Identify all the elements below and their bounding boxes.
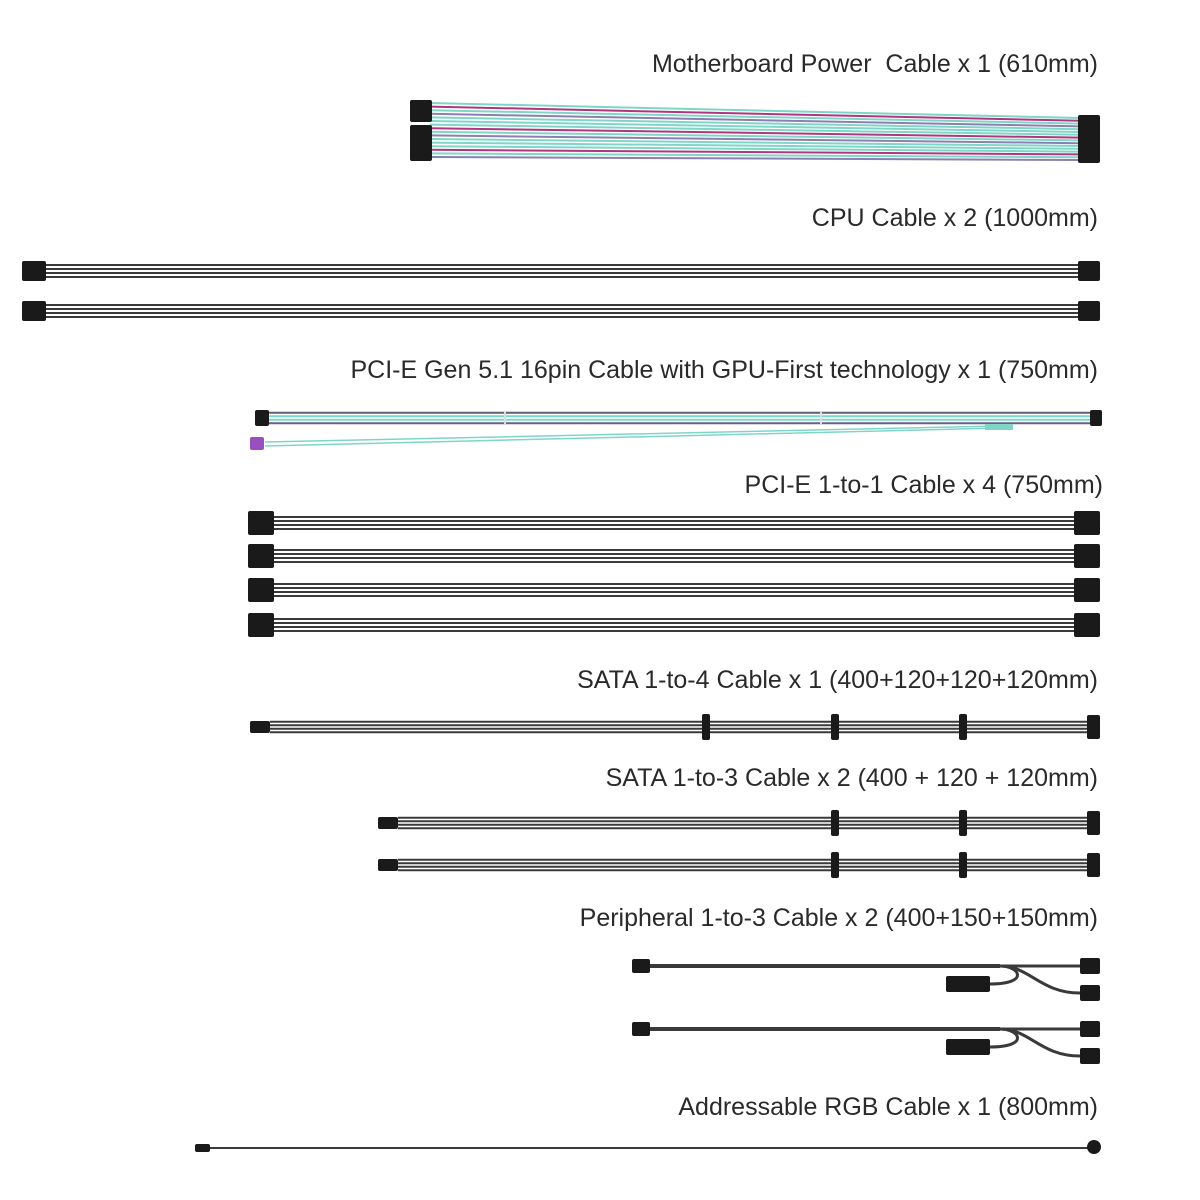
branch-wire (989, 964, 1019, 986)
sata-connector (959, 852, 967, 878)
pcie-connector-right (1074, 511, 1100, 535)
argb-cable-label: Addressable RGB Cable x 1 (800mm) (678, 1093, 1098, 1121)
cpu-connector-left (22, 301, 46, 321)
rgb-wire (429, 102, 1081, 119)
sata-connector (831, 852, 839, 878)
sense-pin-connector (250, 437, 264, 450)
rgb-wire (429, 123, 1081, 136)
rgb-wire (429, 148, 1081, 156)
pcie-gen51-connector-left (255, 410, 269, 426)
molex-connector (1080, 1048, 1100, 1064)
motherboard-connector-right (1078, 115, 1100, 163)
rgb-wire (429, 105, 1081, 122)
pcie-connector-right (1074, 544, 1100, 568)
sata-connector-end (1087, 811, 1100, 835)
sense-wire (264, 427, 1001, 447)
rgb-wire (429, 120, 1081, 133)
pcie-gen51-connector-right (1090, 410, 1102, 426)
rgb-wire (429, 156, 1081, 161)
molex-connector (946, 1039, 990, 1055)
sense-wire (264, 425, 1001, 443)
motherboard-connector-left-large (410, 125, 432, 161)
sense-wire-sleeve (985, 424, 1013, 430)
pcie-1to1-cable-label: PCI-E 1-to-1 Cable x 4 (750mm) (744, 471, 1103, 499)
rgb-wire (429, 116, 1081, 131)
pcie-gen51-cable-label: PCI-E Gen 5.1 16pin Cable with GPU-First… (350, 356, 1098, 384)
molex-connector (946, 976, 990, 992)
rgb-wire (429, 134, 1081, 145)
sata-connector (959, 810, 967, 836)
rgb-wire (429, 138, 1081, 147)
rgb-wire (429, 130, 1081, 142)
pcie-connector-left (248, 511, 274, 535)
argb-connector-left (195, 1144, 210, 1152)
pcie-connector-right (1074, 578, 1100, 602)
peripheral-connector-input (632, 959, 650, 973)
sata-connector-input (378, 859, 398, 871)
sata-connector (831, 810, 839, 836)
molex-connector (1080, 985, 1100, 1001)
peripheral-cable-label: Peripheral 1-to-3 Cable x 2 (400+150+150… (579, 904, 1098, 932)
sata-connector (831, 714, 839, 740)
sata-1to3-cable-label: SATA 1-to-3 Cable x 2 (400 + 120 + 120mm… (605, 764, 1098, 792)
sata-connector-input (378, 817, 398, 829)
pcie-connector-left (248, 613, 274, 637)
branch-wire (989, 1027, 1019, 1049)
pcie-connector-right (1074, 613, 1100, 637)
cpu-cable-label: CPU Cable x 2 (1000mm) (811, 204, 1098, 232)
sata-connector (702, 714, 710, 740)
peripheral-connector-input (632, 1022, 650, 1036)
motherboard-connector-left-small (410, 100, 432, 122)
rgb-wire (429, 145, 1081, 153)
rgb-wire (429, 152, 1081, 159)
pcie-connector-left (248, 578, 274, 602)
cpu-connector-right (1078, 261, 1100, 281)
sata-connector (959, 714, 967, 740)
sata-connector-input (250, 721, 270, 733)
cpu-connector-right (1078, 301, 1100, 321)
motherboard-cable-label: Motherboard Power Cable x 1 (610mm) (651, 50, 1098, 78)
sata-connector-end (1087, 853, 1100, 877)
rgb-wire (429, 112, 1081, 128)
rgb-wire (429, 127, 1081, 139)
molex-connector (1080, 958, 1100, 974)
argb-connector-right (1087, 1140, 1101, 1154)
cpu-connector-left (22, 261, 46, 281)
sata-1to4-cable-label: SATA 1-to-4 Cable x 1 (400+120+120+120mm… (577, 666, 1098, 694)
sata-connector-end (1087, 715, 1100, 739)
pcie-connector-left (248, 544, 274, 568)
rgb-wire (429, 109, 1081, 125)
molex-connector (1080, 1021, 1100, 1037)
rgb-wire (429, 141, 1081, 150)
